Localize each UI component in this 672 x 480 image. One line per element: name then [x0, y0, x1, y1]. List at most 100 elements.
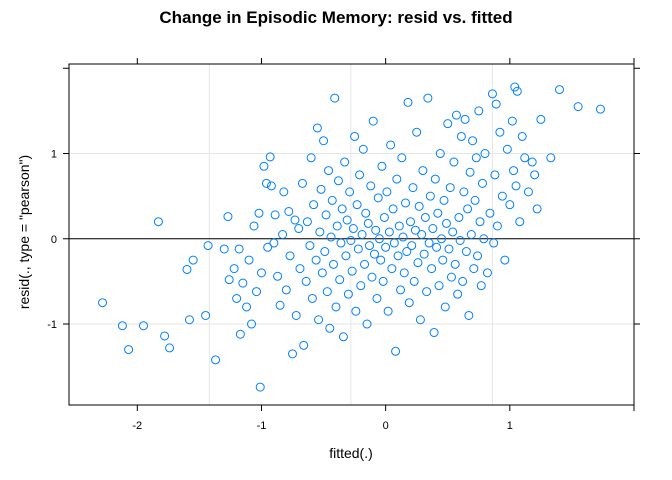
data-point [393, 251, 403, 261]
x-tick-label: -1 [257, 420, 267, 432]
data-point [402, 247, 412, 257]
chart-title: Change in Episodic Memory: resid vs. fit… [159, 8, 512, 27]
data-point [435, 149, 445, 159]
data-point [405, 217, 415, 227]
data-point [373, 193, 383, 203]
data-point [387, 264, 397, 274]
data-point [382, 187, 392, 197]
data-point [420, 212, 430, 222]
data-point [249, 221, 259, 231]
data-point [316, 184, 326, 194]
data-point [309, 200, 319, 210]
data-point [419, 249, 429, 259]
data-point [224, 275, 234, 285]
data-point [229, 264, 239, 274]
data-point [428, 224, 438, 234]
data-point [350, 131, 360, 141]
data-point [355, 170, 365, 180]
data-point [351, 306, 361, 316]
data-point [341, 251, 351, 261]
data-point [455, 235, 465, 245]
data-point [302, 217, 312, 227]
data-point [396, 285, 406, 295]
data-point [244, 255, 254, 265]
data-point [275, 300, 285, 310]
data-point [377, 161, 387, 171]
data-point [427, 264, 437, 274]
data-point [500, 255, 510, 265]
data-point [480, 149, 490, 159]
data-point [410, 225, 420, 235]
data-point [444, 244, 454, 254]
data-point [327, 195, 337, 205]
data-point [450, 259, 460, 269]
data-point [139, 321, 149, 331]
x-tick-label: 0 [383, 420, 389, 432]
data-point [117, 321, 127, 331]
data-point [372, 293, 382, 303]
data-point [360, 259, 370, 269]
data-point [490, 170, 500, 180]
data-point [98, 298, 108, 308]
data-point [255, 382, 265, 392]
data-point [379, 212, 389, 222]
data-point [290, 215, 300, 225]
data-point [347, 266, 357, 276]
data-point [301, 276, 311, 286]
data-point [317, 268, 327, 278]
data-point [448, 227, 458, 237]
data-point [322, 287, 332, 297]
data-point [507, 116, 517, 126]
data-point [343, 289, 353, 299]
data-point [160, 331, 170, 341]
data-point [312, 123, 322, 133]
data-point [536, 114, 546, 124]
data-point [326, 232, 336, 242]
data-point [470, 195, 480, 205]
data-point [386, 140, 396, 150]
data-point [453, 289, 463, 299]
data-point [332, 221, 342, 231]
data-point [487, 89, 497, 99]
data-point [515, 217, 525, 227]
data-point [485, 208, 495, 218]
data-point [263, 242, 273, 252]
data-point [238, 278, 248, 288]
data-point [188, 255, 198, 265]
data-point [361, 208, 371, 218]
data-point [371, 225, 381, 235]
data-point [495, 127, 505, 137]
plot-frame [68, 63, 635, 406]
data-point [219, 244, 229, 254]
data-point [468, 136, 478, 146]
data-point [376, 255, 386, 265]
data-point [439, 195, 449, 205]
data-point [306, 153, 316, 163]
data-point [305, 241, 315, 251]
tick-labels-layer: -2 -1 0 1 -1 0 1 [47, 149, 513, 432]
y-tick-label: 0 [51, 234, 57, 246]
data-point [340, 157, 350, 167]
data-point [418, 166, 428, 176]
data-point [491, 99, 501, 109]
data-point [234, 244, 244, 254]
data-point [412, 127, 422, 137]
data-point [256, 268, 266, 278]
data-point [295, 264, 305, 274]
data-point [223, 212, 233, 222]
data-point [211, 355, 221, 365]
data-point [397, 153, 407, 163]
data-point [445, 183, 455, 193]
data-point [509, 166, 519, 176]
data-point [546, 153, 556, 163]
data-point [432, 242, 442, 252]
data-point [441, 218, 451, 228]
data-point [278, 230, 288, 239]
data-point [357, 230, 367, 239]
data-point [184, 315, 194, 325]
data-point [279, 187, 289, 197]
data-point [336, 238, 346, 248]
data-point [328, 259, 338, 269]
data-point [346, 235, 356, 245]
